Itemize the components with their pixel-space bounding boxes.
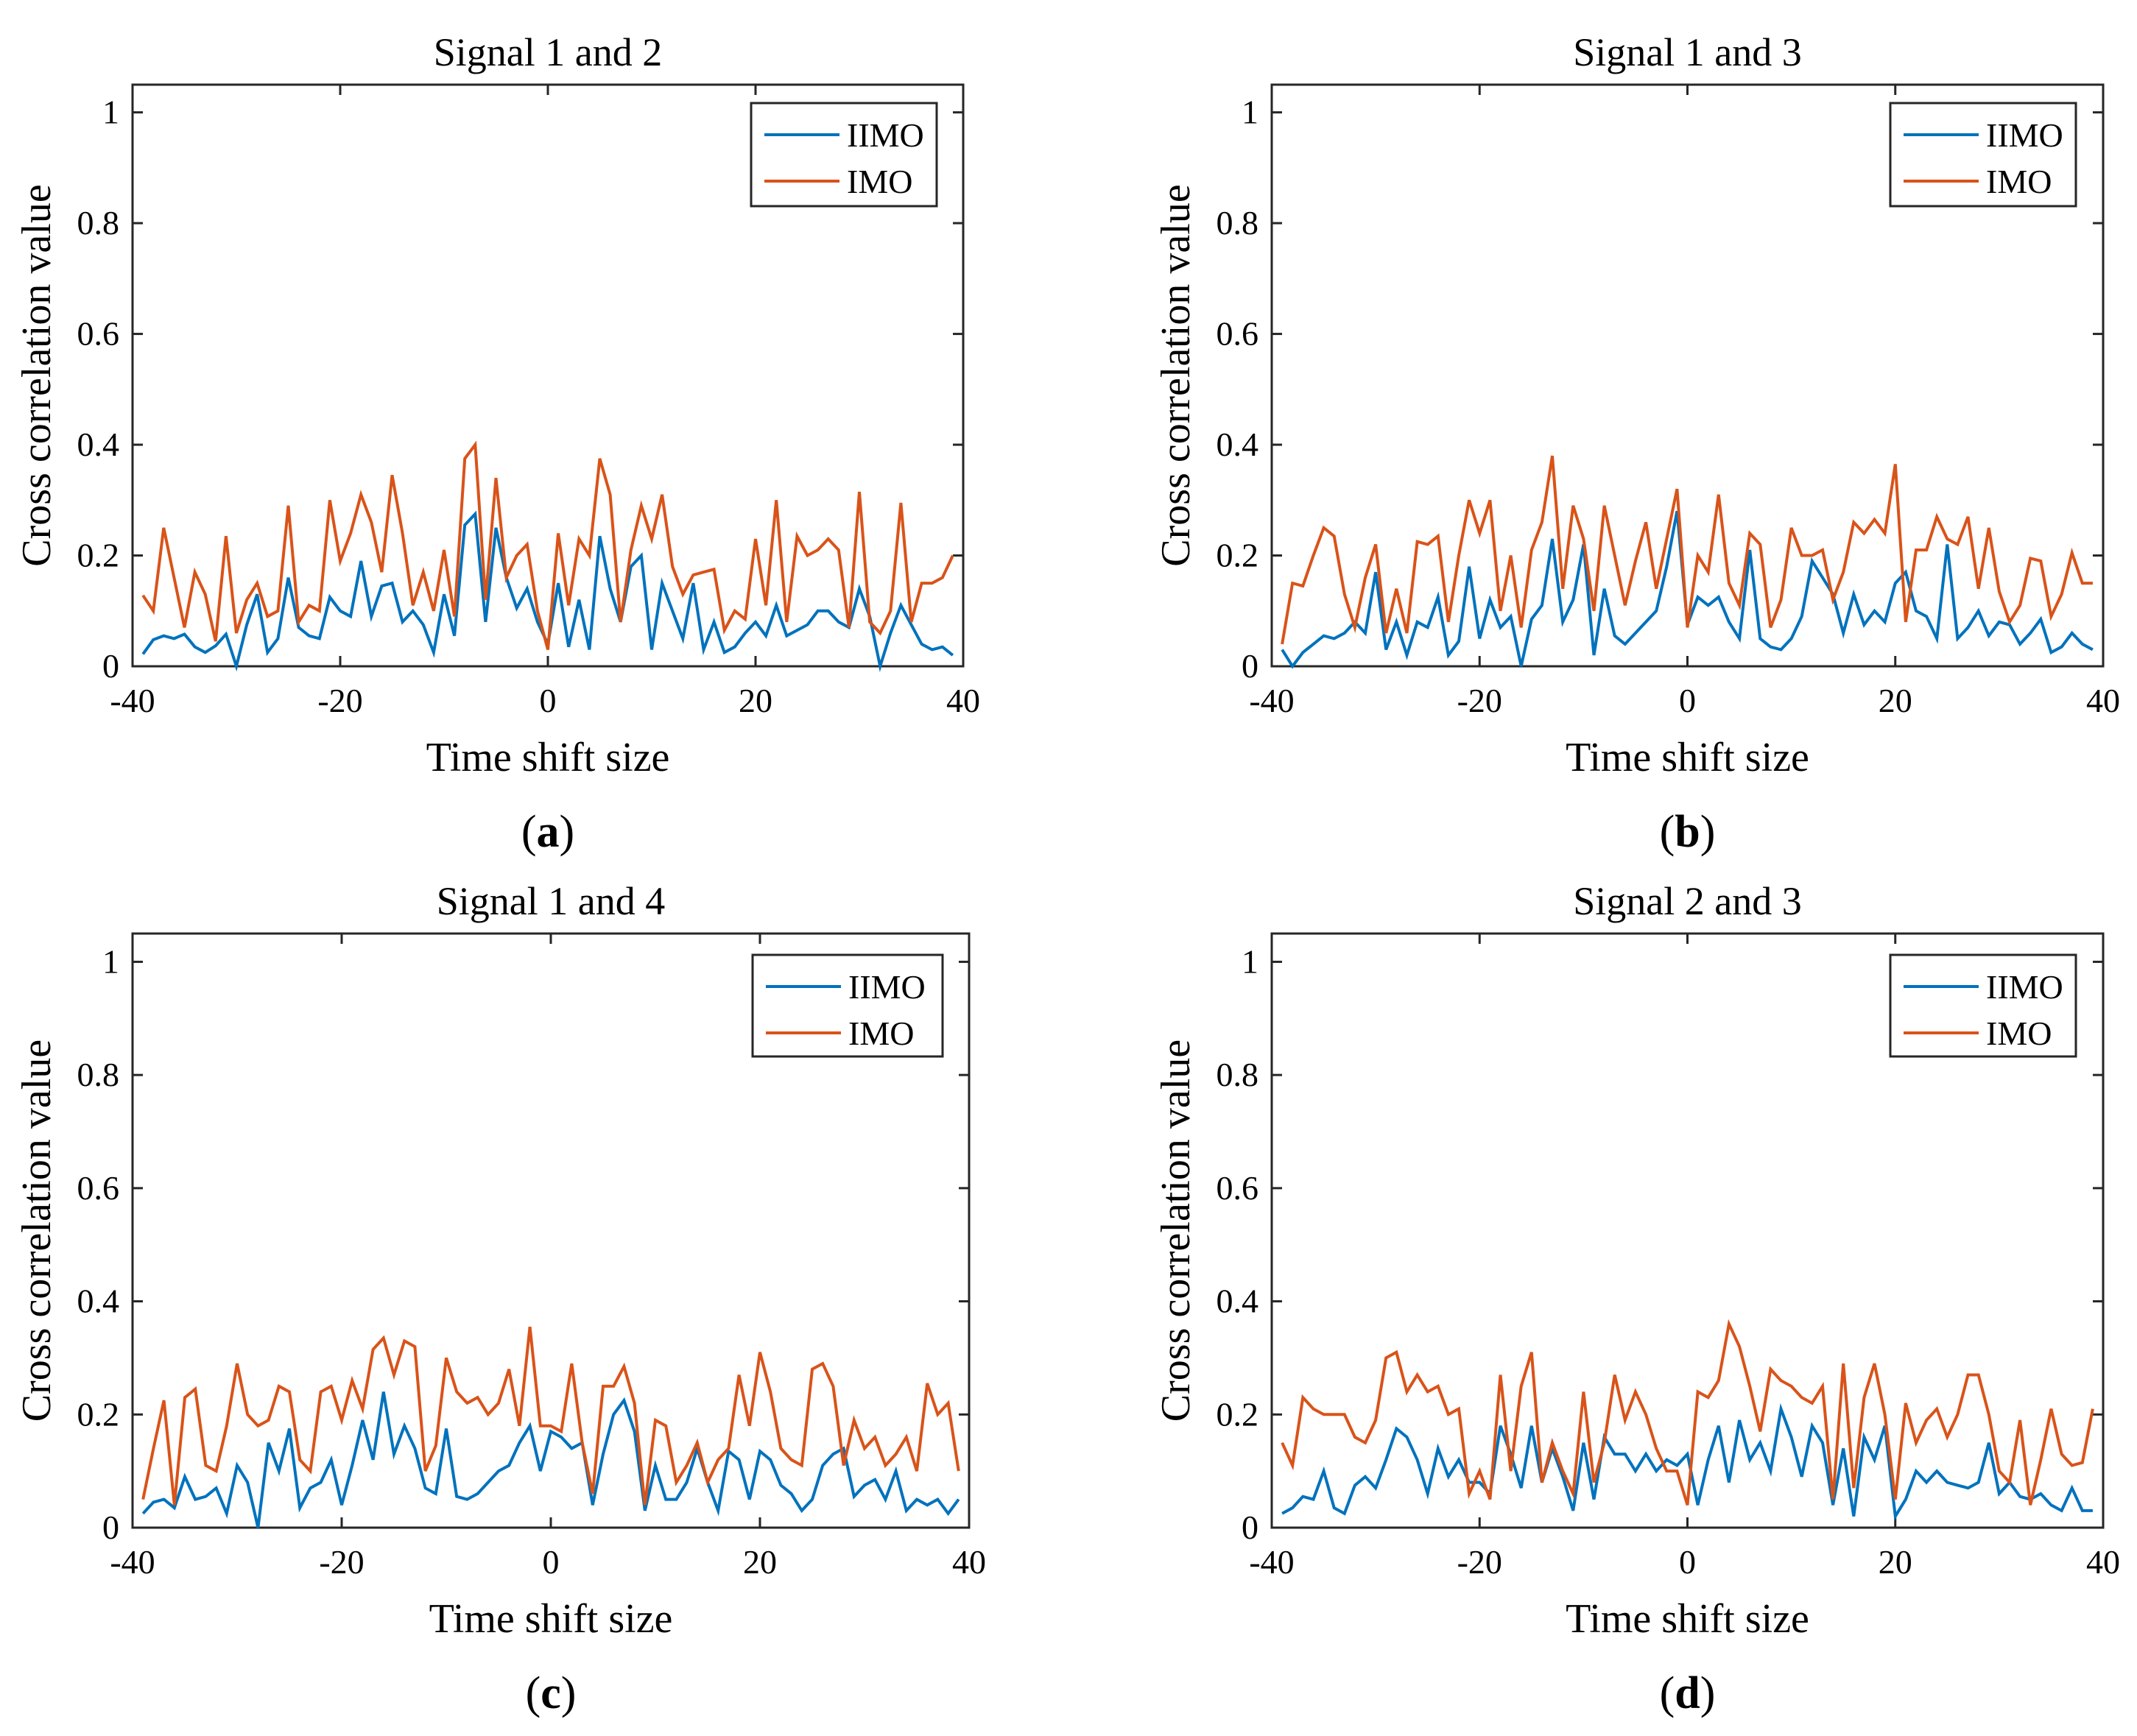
legend-box xyxy=(750,102,938,208)
chart-title: Signal 1 and 2 xyxy=(434,30,662,74)
legend-label-imo: IMO xyxy=(847,163,912,200)
chart-panel-3: 0 0.2 0.4 0.6 0.8 1 -40 -20 0 20 40 Signal 1 and 4 T… xyxy=(14,879,986,1718)
y-tick-label: 0.4 xyxy=(77,1282,120,1320)
panel-label: (a) xyxy=(521,807,574,857)
x-tick-label: 20 xyxy=(1879,1543,1912,1581)
x-tick-label: -20 xyxy=(1457,682,1502,719)
x-tick-label: -20 xyxy=(317,682,362,719)
y-tick-label: 0.2 xyxy=(77,537,120,574)
y-tick-label: 0.6 xyxy=(77,315,120,353)
legend-label-imo: IMO xyxy=(1986,1015,2052,1052)
y-tick-label: 0.2 xyxy=(77,1395,120,1433)
y-tick-label: 1 xyxy=(1242,942,1258,980)
chart-title: Signal 2 and 3 xyxy=(1573,879,1801,923)
y-tick-label: 0 xyxy=(102,1509,119,1546)
series-line-iimo xyxy=(141,1391,960,1528)
y-tick-label: 0.8 xyxy=(77,204,120,241)
series-line-imo xyxy=(1281,1319,2094,1506)
chart-panel-4: 0 0.2 0.4 0.6 0.8 1 -40 -20 0 20 40 Signal 2 and 3 T… xyxy=(1153,879,2120,1718)
series-line-iimo xyxy=(1281,1402,2093,1521)
y-tick-label: 1 xyxy=(102,93,119,131)
legend-label-iimo: IIMO xyxy=(1986,116,2063,154)
y-axis-label: Cross correlation value xyxy=(1153,1040,1199,1422)
panel-label: (b) xyxy=(1660,807,1716,857)
series-line-imo xyxy=(1281,455,2093,645)
chart-title: Signal 1 and 4 xyxy=(437,879,665,923)
x-tick-label: -20 xyxy=(1457,1543,1502,1581)
y-axis-label: Cross correlation value xyxy=(1153,184,1199,566)
x-tick-label: 20 xyxy=(743,1543,777,1581)
legend-label-iimo: IIMO xyxy=(848,968,926,1006)
y-tick-label: 1 xyxy=(102,942,119,980)
y-tick-label: 0.6 xyxy=(77,1169,120,1207)
y-tick-label: 0.6 xyxy=(1217,1169,1259,1207)
x-tick-label: 20 xyxy=(739,682,772,719)
x-tick-label: -40 xyxy=(1249,1543,1294,1581)
y-tick-label: 0.8 xyxy=(1217,1056,1259,1093)
legend: IIMO IMO xyxy=(750,102,938,208)
legend-box xyxy=(1889,102,2077,208)
series-line-imo xyxy=(141,1326,960,1506)
x-axis-label: Time shift size xyxy=(1566,1596,1809,1642)
legend-label-iimo: IIMO xyxy=(1986,968,2063,1006)
series-line-imo xyxy=(141,440,954,650)
x-tick-label: -40 xyxy=(1249,682,1294,719)
y-tick-label: 0.8 xyxy=(1217,204,1259,241)
chart-panel-1: 0 0.2 0.4 0.6 0.8 1 -40 -20 0 20 40 Signal 1 and 2 T… xyxy=(14,30,980,857)
x-tick-label: -40 xyxy=(110,682,155,719)
y-tick-label: 0 xyxy=(102,647,119,685)
x-tick-label: 0 xyxy=(1679,682,1696,719)
legend-label-imo: IMO xyxy=(1986,163,2052,200)
x-tick-label: 0 xyxy=(1679,1543,1696,1581)
legend-label-iimo: IIMO xyxy=(847,116,924,154)
y-tick-label: 0 xyxy=(1242,647,1258,685)
panel-label: (d) xyxy=(1660,1668,1716,1718)
legend-box xyxy=(1889,953,2077,1058)
y-tick-label: 1 xyxy=(1242,93,1258,131)
chart-title: Signal 1 and 3 xyxy=(1573,30,1801,74)
x-axis-label: Time shift size xyxy=(1566,735,1809,780)
panel-label: (c) xyxy=(526,1668,577,1718)
y-tick-label: 0.4 xyxy=(77,426,120,463)
x-tick-label: -40 xyxy=(110,1543,155,1581)
y-tick-label: 0.4 xyxy=(1217,426,1259,463)
y-tick-label: 0.2 xyxy=(1217,537,1259,574)
chart-panel-2: 0 0.2 0.4 0.6 0.8 1 -40 -20 0 20 40 Signal 1 and 3 T… xyxy=(1153,30,2120,857)
x-axis-label: Time shift size xyxy=(426,735,670,780)
y-tick-label: 0.8 xyxy=(77,1056,120,1093)
x-tick-label: 40 xyxy=(952,1543,986,1581)
x-axis-label: Time shift size xyxy=(429,1596,673,1642)
x-tick-label: 0 xyxy=(540,682,557,719)
legend: IIMO IMO xyxy=(1889,953,2077,1058)
legend: IIMO IMO xyxy=(751,953,944,1058)
x-tick-label: 40 xyxy=(2086,682,2120,719)
y-axis-label: Cross correlation value xyxy=(14,184,60,566)
legend: IIMO IMO xyxy=(1889,102,2077,208)
x-tick-label: 0 xyxy=(543,1543,560,1581)
y-tick-label: 0.2 xyxy=(1217,1395,1259,1433)
y-tick-label: 0.6 xyxy=(1217,315,1259,353)
x-tick-label: 20 xyxy=(1879,682,1912,719)
x-tick-label: 40 xyxy=(946,682,980,719)
y-tick-label: 0.4 xyxy=(1217,1282,1259,1320)
x-tick-label: 40 xyxy=(2086,1543,2120,1581)
y-axis-label: Cross correlation value xyxy=(14,1040,60,1422)
x-tick-label: -20 xyxy=(319,1543,364,1581)
legend-box xyxy=(751,953,944,1058)
y-tick-label: 0 xyxy=(1242,1509,1258,1546)
legend-label-imo: IMO xyxy=(848,1015,914,1052)
